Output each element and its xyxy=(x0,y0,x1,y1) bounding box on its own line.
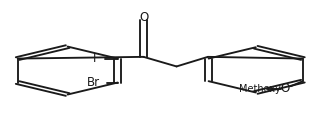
Text: O: O xyxy=(280,82,289,95)
Text: Methoxy: Methoxy xyxy=(239,84,281,94)
Text: O: O xyxy=(139,11,148,24)
Text: F: F xyxy=(93,52,100,65)
Text: Br: Br xyxy=(86,76,100,89)
